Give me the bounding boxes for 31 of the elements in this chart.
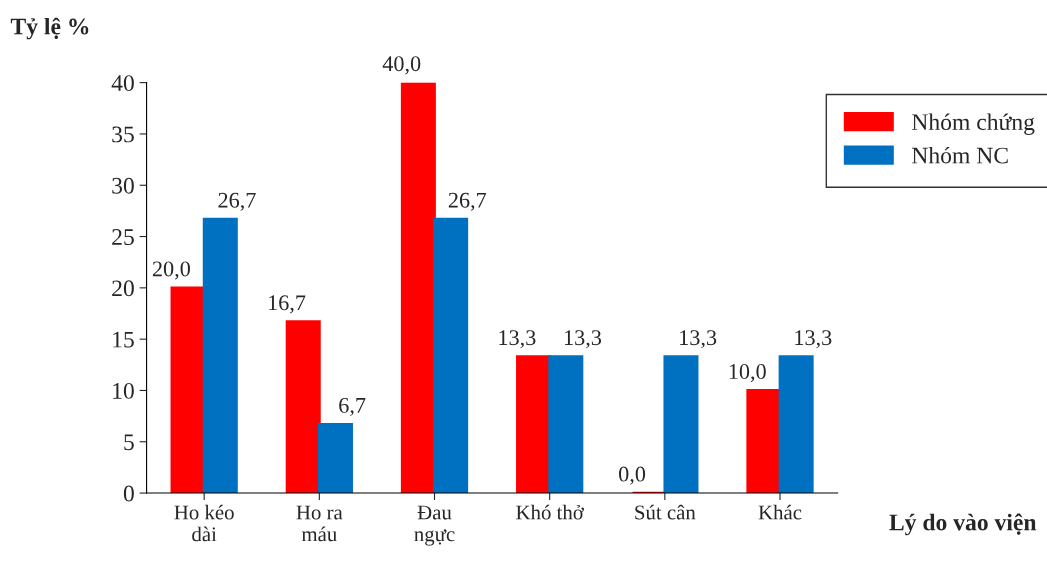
data-label: 6,7 — [339, 397, 366, 417]
x-tick-label: Đau ngực — [414, 505, 455, 546]
y-tick-label: 25 — [112, 229, 134, 245]
data-label: 0,0 — [619, 466, 646, 485]
x-tick-label: Ho kéo dài — [174, 504, 234, 542]
data-label: 13,3 — [499, 330, 536, 349]
y-axis-title: Tỷ lệ % — [10, 17, 89, 40]
y-tick-label: 40 — [111, 75, 134, 92]
data-label: 40,0 — [382, 56, 421, 75]
data-label: 26,7 — [218, 192, 256, 211]
y-tick-label: 10 — [113, 382, 134, 399]
x-tick-label: Ho ra máu — [296, 505, 343, 542]
x-axis-title: Lý do vào viện — [889, 513, 1037, 536]
legend-label: Nhóm chứng — [911, 113, 1035, 135]
data-label: 13,3 — [564, 330, 602, 349]
x-tick-label: Khó thở — [516, 504, 585, 520]
data-label: 16,7 — [269, 295, 306, 314]
legend-label: Nhóm NC — [911, 146, 1008, 164]
data-label: 13,3 — [680, 330, 717, 349]
data-label: 20,0 — [152, 261, 190, 280]
data-label: 26,7 — [448, 192, 487, 211]
y-tick-label: 35 — [112, 126, 134, 143]
y-tick-label: 5 — [124, 434, 134, 451]
data-label: 10,0 — [729, 364, 766, 383]
y-tick-label: 30 — [112, 177, 134, 194]
y-tick-label: 20 — [112, 280, 134, 297]
y-tick-label: 0 — [123, 485, 134, 502]
y-tick-label: 15 — [113, 331, 134, 348]
data-label: 13,3 — [795, 330, 832, 349]
x-tick-label: Sút cân — [635, 504, 696, 520]
x-tick-label: Khác — [758, 504, 802, 520]
